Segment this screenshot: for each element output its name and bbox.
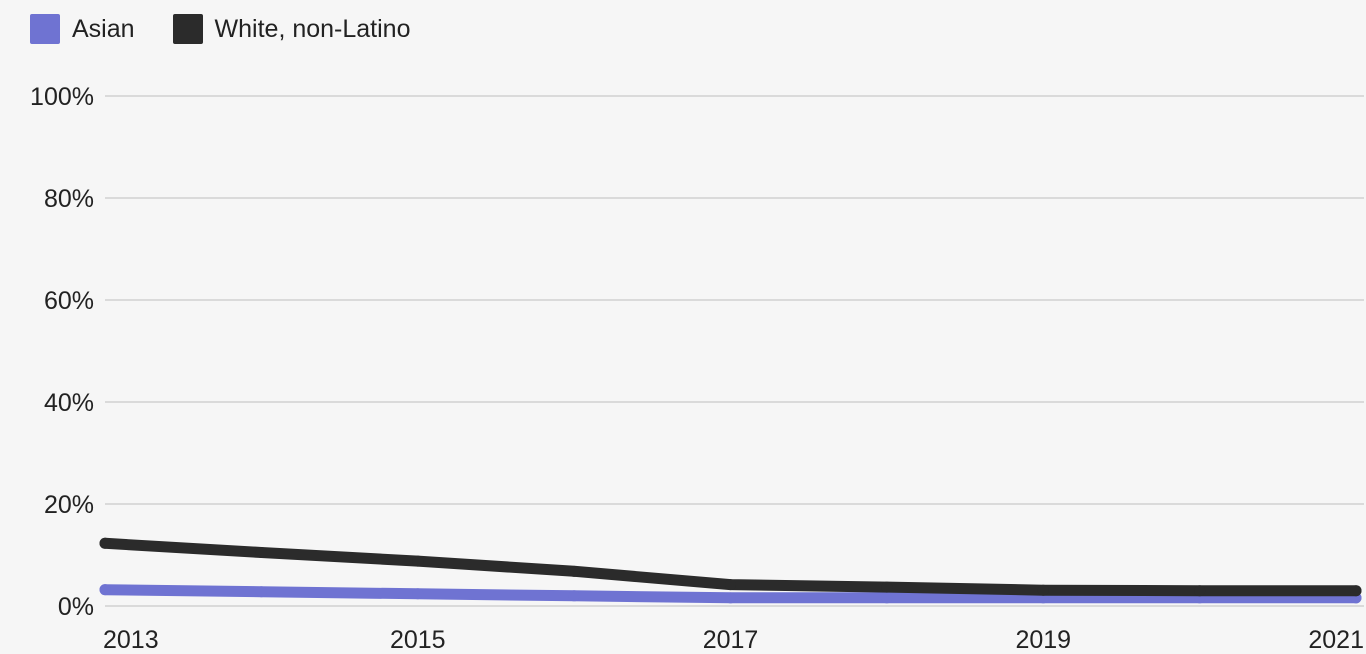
x-tick-label: 2019 — [1015, 626, 1071, 654]
legend-swatch-white-non-latino — [172, 14, 203, 44]
data-point[interactable] — [255, 546, 267, 558]
y-tick-label: 20% — [44, 491, 94, 519]
x-tick-label: 2017 — [703, 626, 759, 654]
data-point[interactable] — [725, 592, 736, 604]
data-point[interactable] — [412, 555, 424, 567]
y-tick-label: 40% — [44, 389, 94, 417]
data-point[interactable] — [881, 581, 893, 593]
data-point[interactable] — [1194, 585, 1206, 597]
x-tick-label: 2015 — [390, 626, 446, 654]
legend-swatch-asian — [30, 14, 60, 44]
data-point[interactable] — [568, 590, 580, 602]
x-tick-label: 2013 — [103, 626, 159, 654]
data-point[interactable] — [568, 565, 580, 577]
data-point[interactable] — [99, 537, 111, 549]
data-point[interactable] — [412, 588, 424, 600]
legend-item-white-non-latino[interactable]: White, non-Latino — [172, 14, 411, 44]
x-tick-label: 2021 — [1308, 626, 1364, 654]
legend-label-white-non-latino: White, non-Latino — [214, 14, 411, 43]
data-point[interactable] — [881, 592, 893, 604]
y-tick-label: 100% — [30, 83, 94, 111]
y-tick-label: 0% — [58, 593, 94, 621]
legend: Asian White, non-Latino — [30, 14, 449, 44]
data-point[interactable] — [99, 584, 111, 596]
legend-item-asian[interactable]: Asian — [30, 14, 135, 44]
data-point[interactable] — [725, 579, 736, 591]
y-tick-label: 80% — [44, 185, 94, 213]
data-point[interactable] — [1350, 585, 1362, 597]
y-tick-label: 60% — [44, 287, 94, 315]
data-point[interactable] — [1037, 584, 1049, 596]
legend-label-asian: Asian — [72, 14, 135, 43]
data-point[interactable] — [255, 586, 267, 598]
